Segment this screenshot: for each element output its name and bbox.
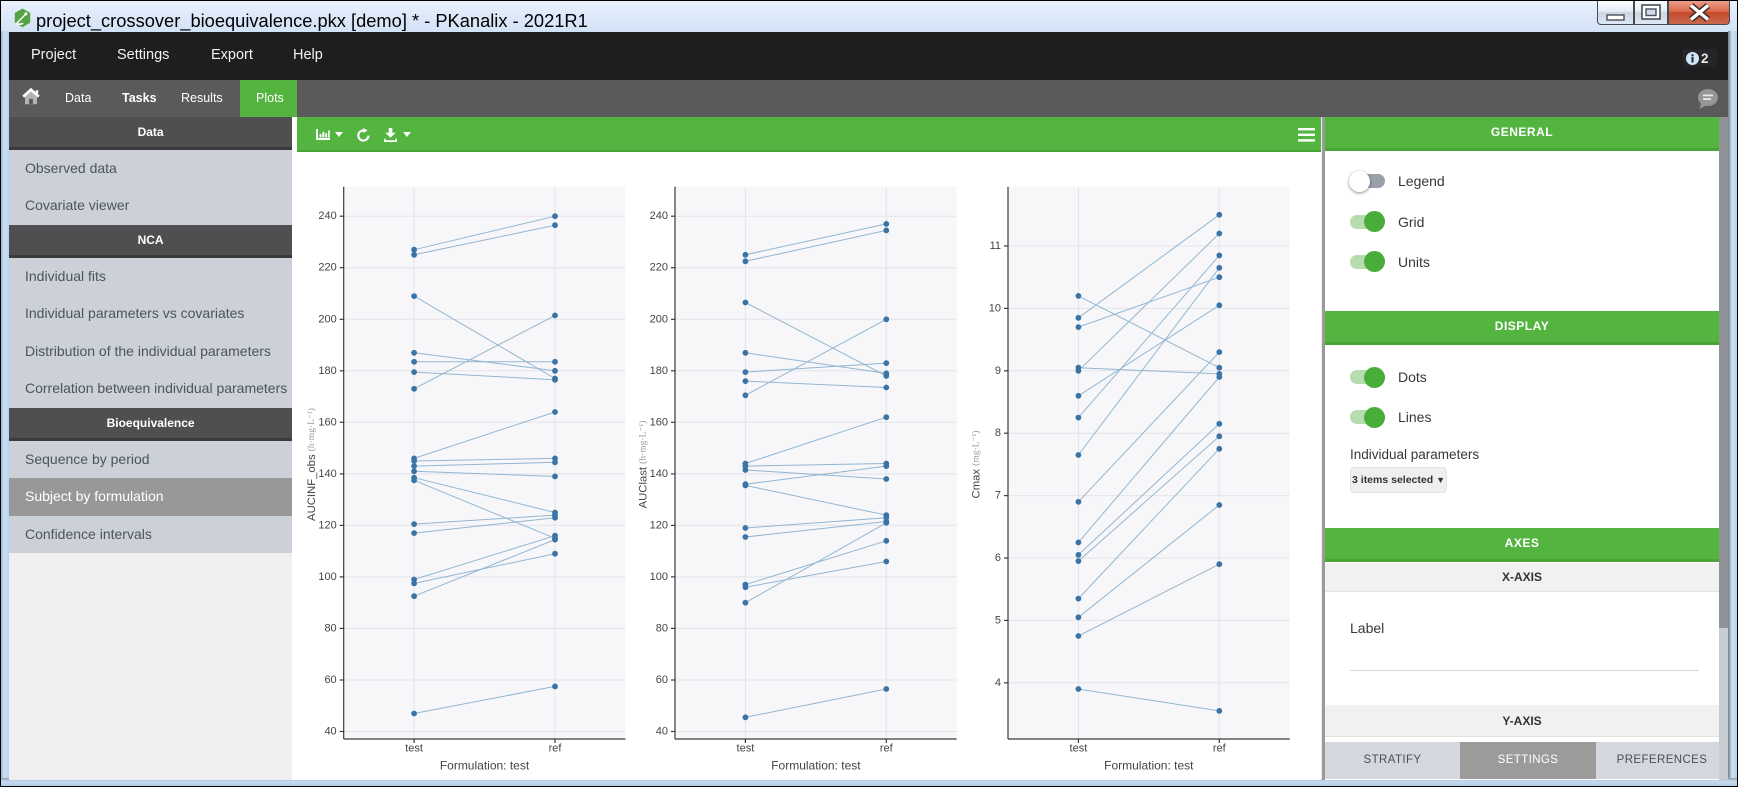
svg-text:40: 40 <box>656 725 668 737</box>
svg-text:120: 120 <box>650 519 668 531</box>
svg-text:220: 220 <box>318 261 336 273</box>
svg-text:200: 200 <box>318 313 336 325</box>
svg-text:60: 60 <box>324 674 336 686</box>
svg-text:120: 120 <box>318 519 336 531</box>
svg-text:test: test <box>1070 742 1088 754</box>
svg-text:240: 240 <box>318 210 336 222</box>
svg-text:Formulation: test: Formulation: test <box>440 758 530 772</box>
svg-text:6: 6 <box>995 552 1001 564</box>
svg-text:4: 4 <box>995 676 1001 688</box>
svg-text:Formulation: test: Formulation: test <box>771 758 861 772</box>
svg-text:200: 200 <box>650 313 668 325</box>
svg-text:220: 220 <box>650 261 668 273</box>
svg-text:160: 160 <box>318 416 336 428</box>
svg-text:11: 11 <box>990 240 1001 252</box>
svg-text:test: test <box>405 742 423 754</box>
svg-text:8: 8 <box>995 427 1001 439</box>
svg-text:140: 140 <box>318 467 336 479</box>
svg-text:AUCINF_obs (h·mg·L⁻¹): AUCINF_obs (h·mg·L⁻¹) <box>306 408 318 521</box>
svg-text:10: 10 <box>989 302 1001 314</box>
svg-text:240: 240 <box>650 210 668 222</box>
svg-text:test: test <box>737 742 755 754</box>
svg-text:140: 140 <box>650 467 668 479</box>
svg-text:100: 100 <box>318 570 336 582</box>
svg-text:40: 40 <box>324 725 336 737</box>
svg-text:Formulation: test: Formulation: test <box>1104 758 1194 772</box>
svg-text:80: 80 <box>656 622 668 634</box>
svg-text:9: 9 <box>995 364 1001 376</box>
svg-text:80: 80 <box>324 622 336 634</box>
svg-text:160: 160 <box>650 416 668 428</box>
svg-text:ref: ref <box>880 742 894 754</box>
svg-text:ref: ref <box>1213 742 1227 754</box>
svg-text:ref: ref <box>549 742 563 754</box>
svg-text:180: 180 <box>650 364 668 376</box>
svg-text:7: 7 <box>995 489 1001 501</box>
svg-text:Cmax (mg·L⁻¹): Cmax (mg·L⁻¹) <box>971 430 983 498</box>
svg-text:5: 5 <box>995 614 1001 626</box>
svg-text:60: 60 <box>656 674 668 686</box>
svg-text:100: 100 <box>650 570 668 582</box>
svg-text:180: 180 <box>318 364 336 376</box>
svg-text:AUClast (h·mg·L⁻¹): AUClast (h·mg·L⁻¹) <box>638 420 650 508</box>
